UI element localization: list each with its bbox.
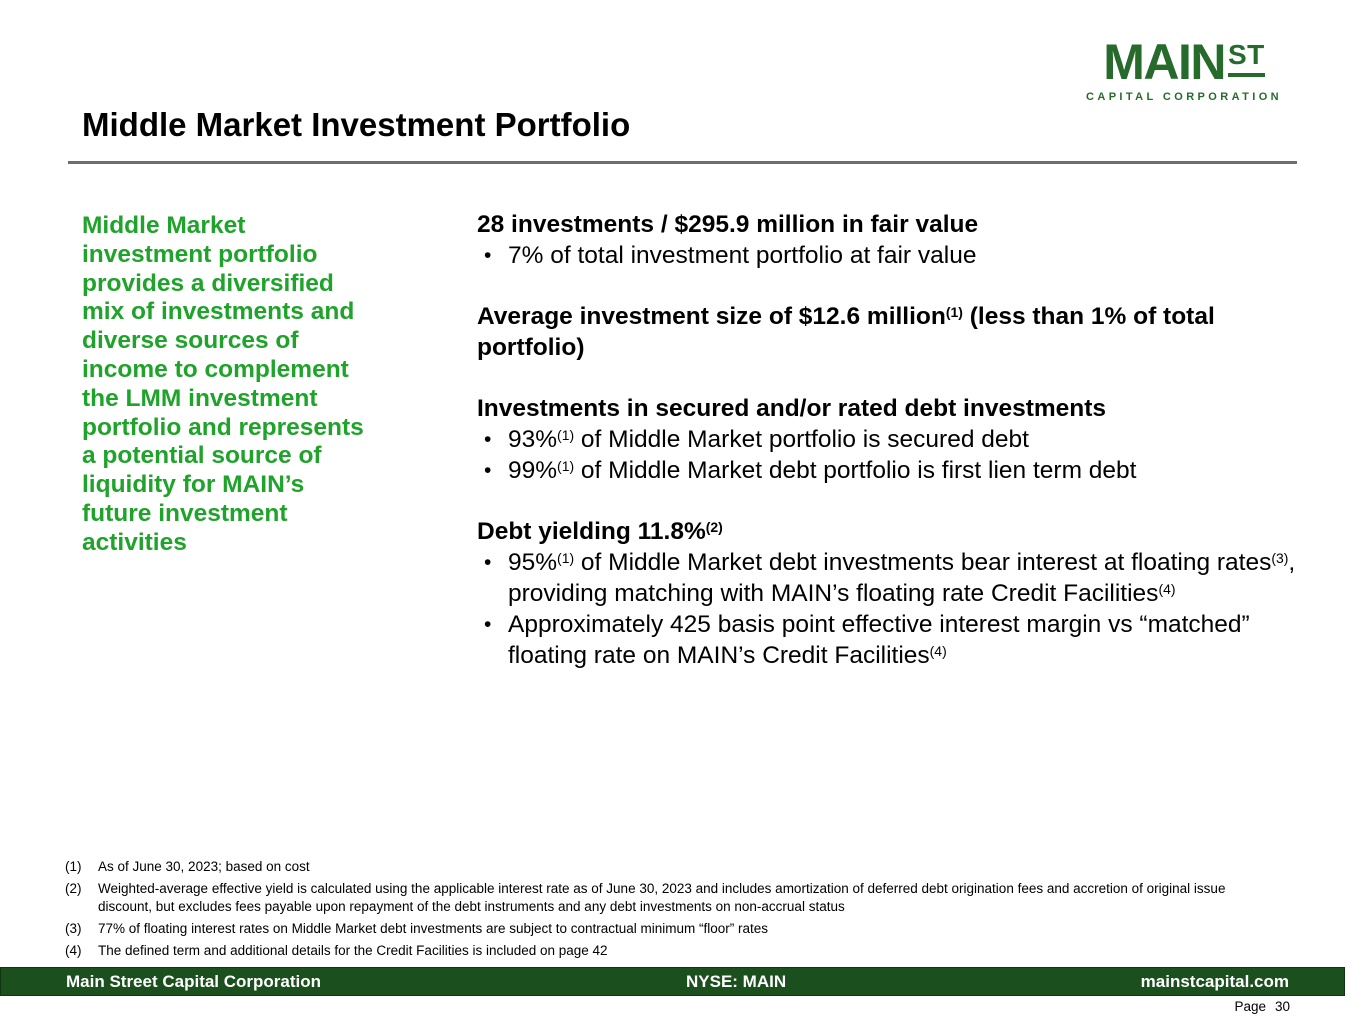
footnote-row: (4) The defined term and additional detai…	[65, 942, 1277, 960]
bullet-text: 93%(1) of Middle Market portfolio is sec…	[508, 426, 1029, 453]
title-divider	[68, 161, 1297, 164]
footnote-ref: (1)	[557, 549, 575, 566]
bullet-item: • 95%(1) of Middle Market debt investment…	[477, 547, 1297, 609]
bullet-marker: •	[484, 459, 492, 482]
content-section: Debt yielding 11.8%(2) • 95%(1) of Middle …	[477, 516, 1297, 671]
bullet-text: 95%(1) of Middle Market debt investments…	[508, 549, 1296, 607]
callout-line: diverse sources of	[82, 327, 299, 355]
footer-ticker: NYSE: MAIN	[686, 971, 787, 991]
footnotes: (1) As of June 30, 2023; based on cost (2)…	[65, 858, 1277, 964]
content-sections: 28 investments / $295.9 million in fair …	[477, 209, 1297, 701]
footnote-text: Weighted-average effective yield is calc…	[98, 881, 1226, 914]
bullet-item: • 7% of total investment portfolio at fai…	[477, 240, 1297, 271]
footnote-ref: (1)	[945, 303, 963, 320]
bullet-marker: •	[484, 551, 492, 574]
bullet-item: • 93%(1) of Middle Market portfolio is se…	[477, 424, 1297, 455]
footnote-ref: (4)	[1158, 580, 1176, 597]
logo-superscript: ST	[1227, 39, 1265, 70]
bullet-item: • Approximately 425 basis point effective…	[477, 609, 1297, 671]
bullet-marker: •	[484, 613, 492, 636]
logo-tagline: CAPITAL CORPORATION	[1086, 91, 1282, 103]
logo-superscript-block: ST	[1227, 39, 1265, 77]
section-heading: Debt yielding 11.8%(2)	[477, 518, 723, 545]
callout-line: investment portfolio	[82, 240, 318, 268]
logo-word: MAIN	[1103, 34, 1226, 90]
callout-line: liquidity for MAIN’s	[82, 471, 305, 499]
callout-line: mix of investments and	[82, 298, 355, 326]
section-heading: 28 investments / $295.9 million in fair …	[477, 211, 979, 238]
mainst-logo: MAIN ST CAPITAL CORPORATION	[1086, 34, 1282, 103]
section-heading: Investments in secured and/or rated debt…	[477, 395, 1107, 422]
callout-paragraph: Middle Market investment portfolio provide…	[82, 212, 422, 558]
footnote-text: The defined term and additional details …	[98, 943, 608, 958]
footnote-text: 77% of floating interest rates on Middle…	[98, 921, 769, 936]
content-section: Investments in secured and/or rated debt…	[477, 393, 1297, 486]
bullet-item: • 99%(1) of Middle Market debt portfolio …	[477, 455, 1297, 486]
logo-underline	[1227, 73, 1265, 77]
page-title: Middle Market Investment Portfolio	[82, 106, 631, 143]
footnote-number: (4)	[65, 943, 82, 958]
footnote-ref: (2)	[705, 518, 723, 535]
bullet-text: 99%(1) of Middle Market debt portfolio i…	[508, 457, 1137, 484]
footer-bar: Main Street Capital Corporation NYSE: MA…	[0, 967, 1345, 996]
callout-line: a potential source of	[82, 442, 322, 470]
logo-wordmark: MAIN ST	[1086, 34, 1282, 90]
footnote-ref: (1)	[557, 426, 575, 443]
callout-line: the LMM investment	[82, 384, 318, 412]
callout-line: activities	[82, 528, 187, 556]
footnote-number: (1)	[65, 859, 82, 874]
footer-website: mainstcapital.com	[1140, 971, 1289, 991]
callout-line: Middle Market	[82, 212, 246, 239]
footnote-number: (2)	[65, 881, 82, 896]
content-section: Average investment size of $12.6 million…	[477, 301, 1297, 363]
footnote-ref: (3)	[1271, 549, 1289, 566]
footnote-row: (3) 77% of floating interest rates on Mid…	[65, 920, 1277, 938]
bullet-marker: •	[484, 244, 492, 267]
footnote-row: (2) Weighted-average effective yield is c…	[65, 880, 1277, 916]
footnote-text: As of June 30, 2023; based on cost	[98, 859, 310, 874]
bullet-marker: •	[484, 428, 492, 451]
footnote-row: (1) As of June 30, 2023; based on cost	[65, 858, 1277, 876]
content-section: 28 investments / $295.9 million in fair …	[477, 209, 1297, 271]
callout-line: provides a diversified	[82, 269, 334, 297]
page-number: Page 30	[1234, 999, 1290, 1014]
callout-line: income to complement	[82, 355, 349, 383]
footer-company: Main Street Capital Corporation	[66, 971, 322, 991]
footnote-number: (3)	[65, 921, 82, 936]
callout-line: portfolio and represents	[82, 413, 364, 441]
callout-line: future investment	[82, 499, 288, 527]
bullet-text: Approximately 425 basis point effective …	[508, 611, 1250, 669]
footnote-ref: (1)	[557, 457, 575, 474]
page-number-label: Page	[1234, 999, 1266, 1014]
footnote-ref: (4)	[929, 642, 947, 659]
bullet-text: 7% of total investment portfolio at fair…	[508, 242, 977, 269]
section-heading: Average investment size of $12.6 million…	[477, 303, 1215, 361]
page-number-value: 30	[1274, 999, 1290, 1014]
